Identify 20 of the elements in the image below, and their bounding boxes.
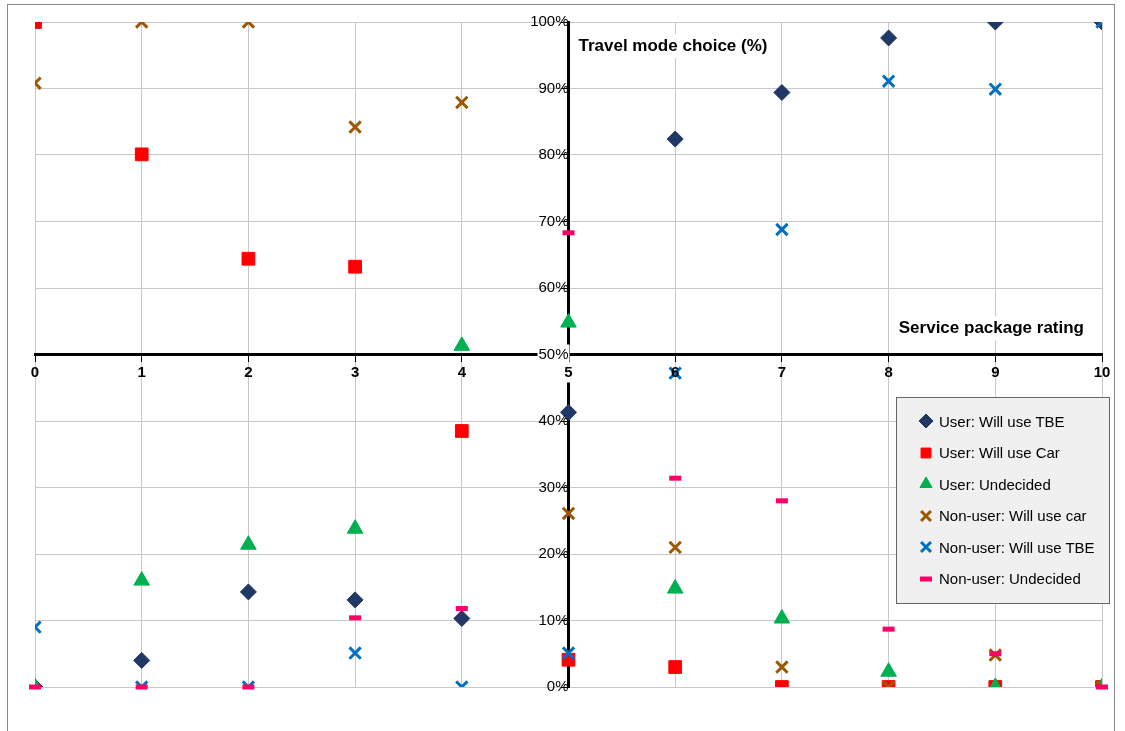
x-tick-label: 8	[884, 362, 893, 380]
x-tick-label: 3	[350, 362, 360, 380]
x-axis-title: Service package rating	[898, 318, 1084, 338]
legend-label: Non-user: Undecided	[939, 570, 1081, 588]
x-tick-label: 5	[564, 362, 573, 380]
legend-label: Non-user: Will use car	[939, 507, 1087, 525]
legend-label: User: Will use Car	[939, 444, 1060, 462]
legend-label: Non-user: Will use TBE	[939, 538, 1095, 556]
y-tick-label: 100%	[530, 12, 569, 30]
legend-label: User: Will use TBE	[939, 412, 1065, 430]
x-tick-label: 10	[1093, 362, 1111, 380]
x-tick-label: 9	[991, 362, 1000, 380]
x-tick-label: 7	[777, 362, 787, 380]
y-tick-label: 50%	[538, 344, 569, 362]
x-tick-label: 0	[30, 362, 40, 380]
x-tick-label: 2	[244, 362, 253, 380]
y-axis-title: Travel mode choice (%)	[578, 35, 768, 55]
legend-label: User: Undecided	[939, 475, 1051, 493]
x-tick-label: 1	[137, 362, 146, 380]
x-tick-label: 4	[457, 362, 467, 380]
